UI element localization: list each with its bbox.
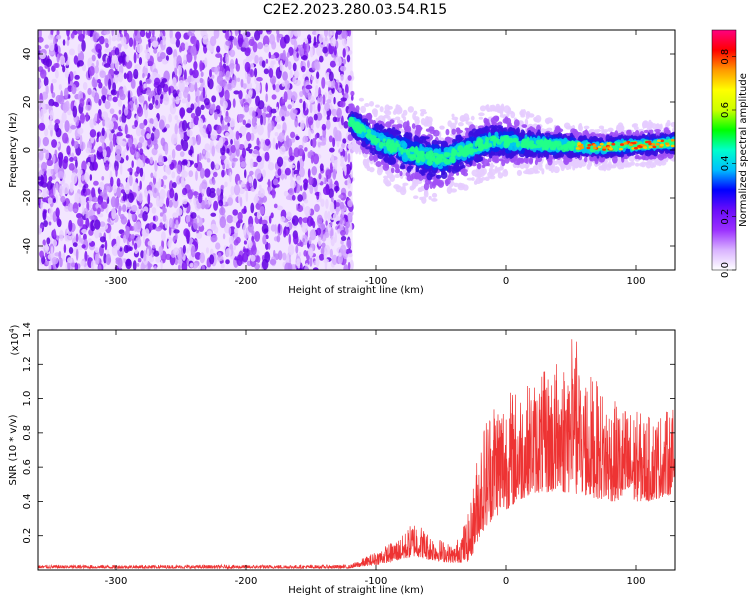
y-tick-label: 1.2 [22,356,33,372]
snr-scale-factor: (x104) [8,324,21,355]
y-tick-label: 0.6 [22,459,33,475]
snr-series-line [38,339,675,570]
x-tick-label: 0 [503,276,509,287]
spectrogram-x-ticks: -300 -200 -100 0 100 [105,30,646,287]
x-tick-label: -200 [235,576,258,587]
y-tick-label: -20 [22,190,33,206]
chart-title: C2E2.2023.280.03.54.R15 [263,2,447,18]
x-tick-label: -300 [105,276,128,287]
y-tick-label: 40 [22,48,33,61]
y-tick-label: -40 [22,238,33,254]
colorbar-tick-label: 0.4 [720,155,731,171]
y-tick-label: 0.4 [22,493,33,509]
spectrogram-noise-region [38,30,355,270]
colorbar-gradient [712,30,736,270]
x-tick-label: -200 [235,276,258,287]
spectrogram-signal-band [347,97,675,204]
snr-y-axis-label: SNR (10 * v/v) [8,414,19,485]
y-tick-label: 1.0 [22,391,33,407]
spectrogram-x-axis-label: Height of straight line (km) [288,285,424,296]
snr-x-axis-label: Height of straight line (km) [288,585,424,596]
colorbar-label: Normalized spectral amplitude [738,73,749,227]
y-tick-label: 0.2 [22,528,33,544]
spectrogram-y-axis-label: Frequency (Hz) [8,112,19,188]
x-tick-label: -100 [365,576,388,587]
y-tick-label: 20 [22,96,33,109]
x-tick-label: 0 [503,576,509,587]
snr-x-ticks: -300 -200 -100 0 100 [105,330,646,587]
snr-frame [37,329,676,571]
x-tick-label: 100 [626,276,645,287]
y-tick-label: 0.8 [22,425,33,441]
colorbar-tick-label: 0.2 [720,209,731,225]
colorbar-ticks: 0.0 0.2 0.4 0.6 0.8 [720,49,736,278]
y-tick-label: 1.4 [22,322,33,338]
colorbar-tick-label: 0.8 [720,49,731,65]
colorbar-tick-label: 0.0 [720,262,731,278]
colorbar-tick-label: 0.6 [720,102,731,118]
colorbar-frame [711,29,737,271]
y-tick-label: 0 [22,147,33,153]
snr-y-ticks: 0.2 0.4 0.6 0.8 1.0 1.2 1.4 [22,322,675,544]
snr-panel: -300 -200 -100 0 100 0.2 0.4 0.6 0.8 1.0 1.2 1.4 H… [8,322,676,596]
x-tick-label: 100 [626,576,645,587]
spectrogram-y-ticks: -40 -20 0 20 40 [22,48,675,254]
x-tick-label: -100 [365,276,388,287]
colorbar: 0.0 0.2 0.4 0.6 0.8 Normalized spectral ampl… [711,29,749,278]
x-tick-label: -300 [105,576,128,587]
